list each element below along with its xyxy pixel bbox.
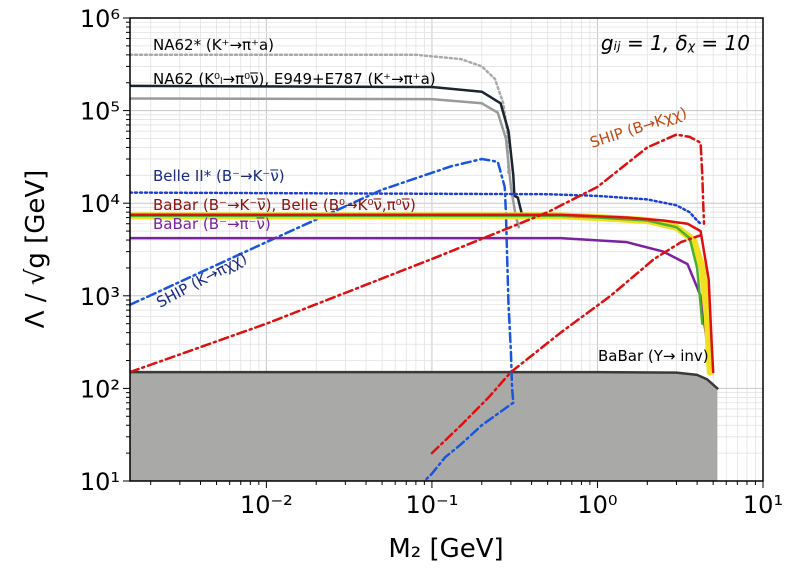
series-line-ship_bkchichi — [130, 133, 706, 374]
x-tick-label: 10⁻² — [240, 491, 293, 519]
axis-ticks: 10⁻² 10⁻¹ 10⁰ 10¹ 10¹ 10² 10³ 10⁴ 10⁵ 10⁶ — [80, 5, 783, 519]
series-line-babar_upsilon — [130, 370, 719, 390]
annotation-babar-pi: BaBar (B⁻→π⁻ν̅) — [153, 215, 271, 233]
x-tick-label: 10¹ — [743, 491, 783, 519]
annotation-belle2-star: Belle II* (B⁻→K⁻ν̅) — [153, 167, 285, 185]
y-tick-label: 10¹ — [80, 468, 120, 496]
annotation-na62-star: NA62* (K⁺→π⁺a) — [153, 36, 274, 54]
y-tick-label: 10³ — [80, 283, 120, 311]
y-tick-label: 10⁴ — [80, 190, 120, 218]
y-tick-label: 10⁵ — [80, 98, 120, 126]
plot-frame — [129, 17, 764, 482]
series-fill-babar_upsilon — [130, 372, 718, 481]
series-line-ship_kpichichi — [130, 157, 515, 481]
x-tick-label: 10⁰ — [577, 491, 617, 519]
series-layer — [130, 53, 719, 481]
series-line-e949 — [130, 97, 521, 229]
annotation-babar-belle-k: BaBar (B⁻→K⁻ν̅), Belle (B⁰→K⁰ν̅,π⁰ν̅) — [153, 196, 416, 214]
x-tick-label: 10⁻¹ — [406, 491, 459, 519]
parameter-label: gᵢⱼ = 1, δᵪ = 10 — [601, 31, 750, 55]
series-line-belle2_star — [130, 191, 702, 225]
series-line-ship_b_lower — [430, 234, 702, 455]
annotation-na62-e949: NA62 (K⁰ₗ→π⁰ν̅), E949+E787 (K⁺→π⁺a) — [153, 70, 436, 88]
x-axis-label: M₂ [GeV] — [388, 534, 503, 564]
annotation-ship-k: SHIP (K→πχχ) — [153, 249, 249, 312]
series-line-babar_bell_k — [130, 213, 715, 374]
annotation-babar-upsilon: BaBar (Υ→ inv) — [598, 347, 709, 365]
y-tick-label: 10⁶ — [80, 5, 120, 33]
series-line-na62_kl — [130, 84, 524, 217]
y-axis-label: Λ / √g [GeV] — [21, 170, 51, 329]
y-tick-label: 10² — [80, 375, 120, 403]
